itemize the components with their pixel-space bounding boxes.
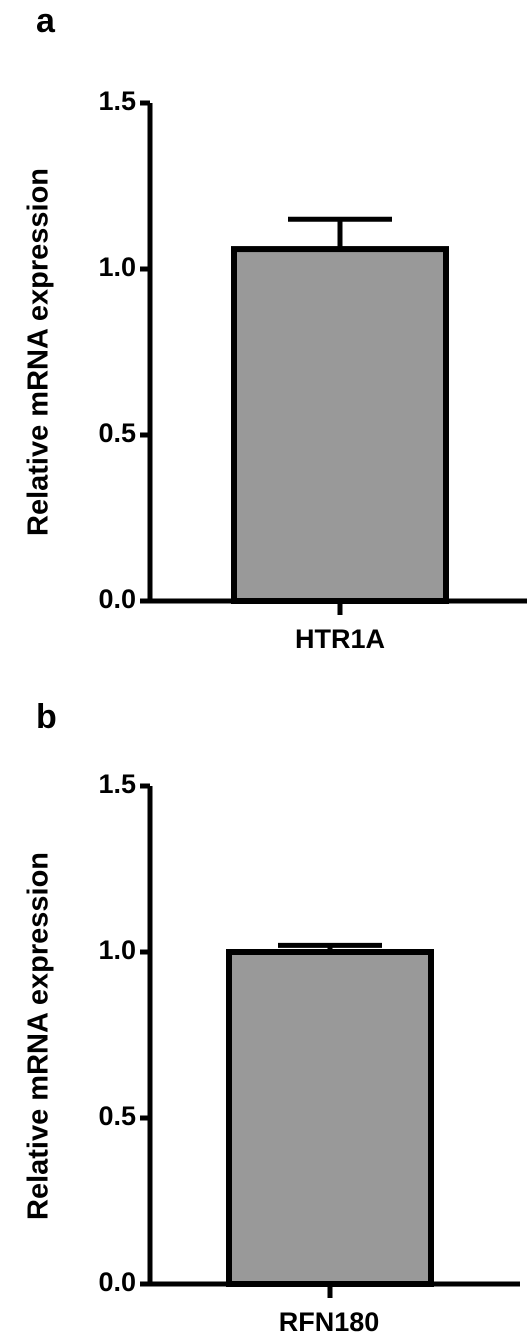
panel-letter: a [36, 2, 56, 40]
y-tick-label: 0.0 [98, 584, 136, 614]
y-tick-label: 0.0 [98, 1267, 136, 1297]
chart-panel-b: b Relative mRNA expression 0.0 0.5 1.0 1.5 RFN… [23, 698, 520, 1337]
x-category-label: RFN180 [279, 1307, 380, 1337]
y-axis-label: Relative mRNA expression [23, 852, 55, 1220]
y-tick-label: 0.5 [98, 418, 136, 448]
panel-letter: b [36, 698, 57, 736]
bar-rfn180 [226, 949, 434, 1287]
chart-panel-a: a Relative mRNA expression 0.0 0.5 1.0 1.5 HTR… [23, 2, 527, 654]
y-axis-label: Relative mRNA expression [23, 168, 55, 536]
y-tick-label: 0.5 [98, 1101, 136, 1131]
x-category-label: HTR1A [295, 624, 385, 654]
y-tick-label: 1.5 [98, 86, 136, 116]
y-tick-label: 1.5 [98, 769, 136, 799]
y-tick-label: 1.0 [98, 935, 136, 965]
y-tick-label: 1.0 [98, 252, 136, 282]
bar-htr1a [231, 246, 449, 605]
